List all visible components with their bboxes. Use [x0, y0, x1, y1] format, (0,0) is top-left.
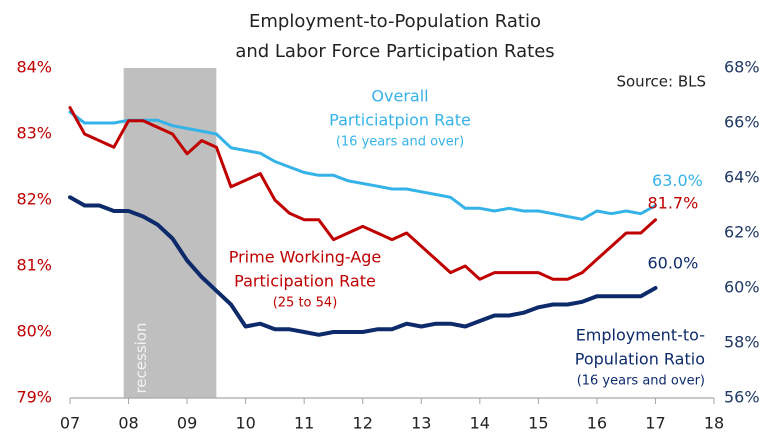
y-tick-label: 82%: [16, 190, 52, 209]
x-tick-label: 17: [645, 414, 665, 433]
y2-tick-label: 64%: [724, 168, 760, 187]
series-label: Particiatpion Rate: [329, 111, 471, 130]
series-line: [68, 106, 657, 281]
x-tick-label: 08: [118, 414, 138, 433]
series-line: [68, 195, 658, 337]
x-tick-label: 13: [411, 414, 431, 433]
y-tick-label: 81%: [16, 256, 52, 275]
y2-tick-label: 60%: [724, 278, 760, 297]
series-label: Employment-to-: [576, 326, 705, 345]
y2-tick-label: 56%: [724, 388, 760, 407]
x-tick-label: 18: [704, 414, 724, 433]
end-value-label: 60.0%: [647, 254, 698, 273]
chart-title: Employment-to-Population Ratio: [249, 11, 541, 32]
x-tick-label: 07: [60, 414, 80, 433]
series-label: Overall: [371, 87, 428, 106]
series-label: Participation Rate: [234, 272, 376, 291]
y2-tick-label: 62%: [724, 223, 760, 242]
x-tick-label: 10: [235, 414, 255, 433]
source-note: Source: BLS: [616, 73, 706, 91]
y-tick-label: 79%: [16, 388, 52, 407]
y-tick-label: 80%: [16, 322, 52, 341]
recession-band: [123, 68, 217, 398]
y2-tick-label: 58%: [724, 333, 760, 352]
end-value-label: 81.7%: [647, 193, 698, 212]
chart-title: and Labor Force Participation Rates: [235, 41, 554, 62]
series-label: (25 to 54): [273, 296, 338, 311]
series-label: (16 years and over): [336, 135, 464, 150]
x-tick-label: 16: [587, 414, 607, 433]
y-tick-label: 84%: [16, 58, 52, 77]
x-tick-label: 09: [177, 414, 197, 433]
x-tick-label: 12: [353, 414, 373, 433]
x-tick-label: 15: [528, 414, 548, 433]
series-label: Prime Working-Age: [229, 248, 382, 267]
y-tick-label: 83%: [16, 124, 52, 143]
end-value-label: 63.0%: [652, 171, 703, 190]
y2-tick-label: 68%: [724, 58, 760, 77]
series-label: Population Ratio: [575, 350, 705, 369]
x-tick-label: 14: [470, 414, 490, 433]
recession-label: recession: [132, 322, 150, 393]
series-line: [68, 110, 657, 221]
x-tick-label: 11: [294, 414, 314, 433]
y2-tick-label: 66%: [724, 113, 760, 132]
series-label: (16 years and over): [577, 374, 705, 389]
